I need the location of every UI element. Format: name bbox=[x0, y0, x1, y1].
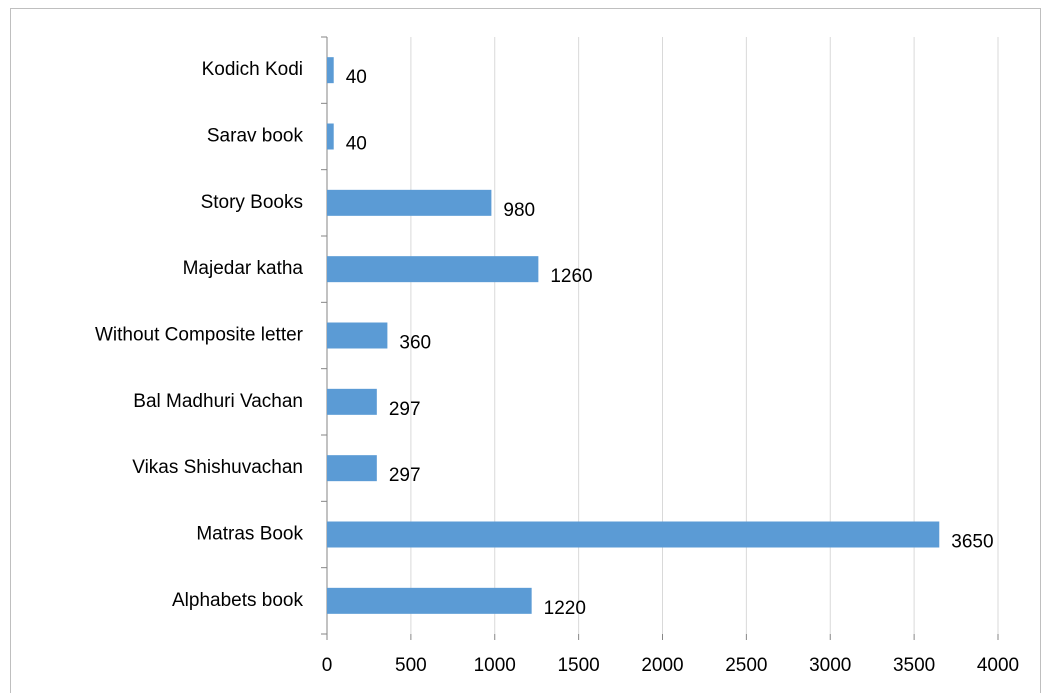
y-tick-label: Bal Madhuri Vachan bbox=[133, 391, 303, 412]
chart-border bbox=[10, 8, 1041, 693]
y-tick-label: Kodich Kodi bbox=[202, 59, 303, 80]
x-tick-label: 500 bbox=[395, 655, 427, 676]
bar bbox=[327, 189, 492, 216]
bar bbox=[327, 521, 940, 548]
bar bbox=[327, 455, 377, 482]
bar bbox=[327, 322, 388, 349]
value-label: 1260 bbox=[550, 266, 592, 287]
bar bbox=[327, 256, 539, 283]
x-tick-label: 1000 bbox=[474, 655, 516, 676]
value-label: 40 bbox=[346, 134, 367, 155]
x-tick-label: 0 bbox=[322, 655, 333, 676]
bar bbox=[327, 388, 377, 415]
y-tick-label: Vikas Shishuvachan bbox=[132, 457, 303, 478]
x-tick-label: 4000 bbox=[977, 655, 1019, 676]
value-label: 980 bbox=[503, 200, 535, 221]
y-tick-label: Sarav book bbox=[207, 126, 304, 147]
x-tick-label: 3500 bbox=[893, 655, 935, 676]
bar bbox=[327, 57, 334, 84]
y-tick-label: Alphabets book bbox=[172, 590, 303, 611]
x-tick-label: 2000 bbox=[641, 655, 683, 676]
y-tick-label: Majedar katha bbox=[183, 258, 304, 279]
value-label: 360 bbox=[399, 333, 431, 354]
x-tick-label: 2500 bbox=[725, 655, 767, 676]
value-label: 297 bbox=[389, 399, 421, 420]
value-label: 40 bbox=[346, 67, 367, 88]
x-tick-label: 3000 bbox=[809, 655, 851, 676]
y-tick-label: Story Books bbox=[201, 192, 303, 213]
y-tick-label: Without Composite letter bbox=[95, 325, 304, 346]
bar bbox=[327, 587, 532, 614]
value-label: 1220 bbox=[544, 598, 586, 619]
y-tick-label: Matras Book bbox=[196, 524, 303, 545]
value-label: 3650 bbox=[951, 532, 993, 553]
value-label: 297 bbox=[389, 465, 421, 486]
x-tick-label: 1500 bbox=[557, 655, 599, 676]
bar bbox=[327, 123, 334, 150]
